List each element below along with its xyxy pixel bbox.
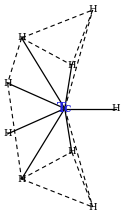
Text: H: H xyxy=(111,104,120,113)
Text: H: H xyxy=(3,129,12,138)
Text: H: H xyxy=(3,79,12,88)
Text: Tc: Tc xyxy=(57,102,73,115)
Text: H: H xyxy=(17,174,26,184)
Text: H: H xyxy=(88,202,97,212)
Text: H: H xyxy=(17,33,26,43)
Text: H: H xyxy=(88,5,97,15)
Text: H: H xyxy=(67,61,76,70)
Text: H: H xyxy=(67,147,76,156)
